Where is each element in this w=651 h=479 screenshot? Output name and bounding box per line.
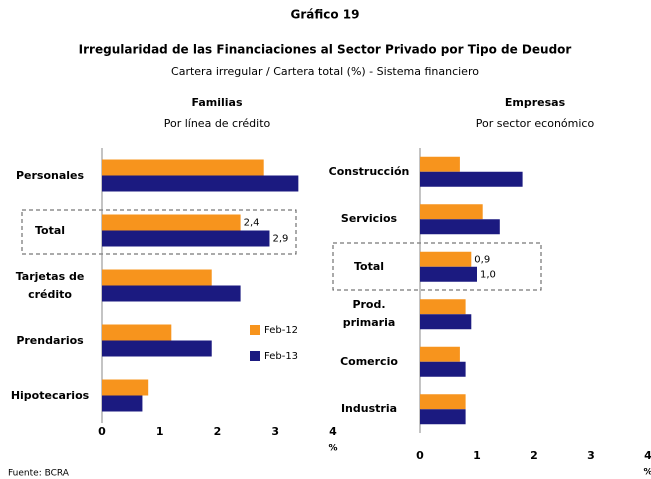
bar <box>420 204 483 220</box>
highlight-box <box>332 242 542 291</box>
bar <box>102 340 212 357</box>
y-tick-label: Total <box>353 259 385 273</box>
bar <box>420 171 523 187</box>
chart-label: Gráfico 19 <box>291 8 360 22</box>
bar <box>102 395 143 412</box>
x-axis-unit: % <box>643 468 651 478</box>
y-tick-label: Tarjetas de crédito <box>15 269 85 301</box>
x-tick-label: 1 <box>473 449 481 462</box>
y-tick-label: Construcción <box>328 164 410 178</box>
data-label: 2,9 <box>272 234 288 245</box>
bar <box>102 175 299 192</box>
source: Fuente: BCRA <box>8 469 70 479</box>
bar <box>102 379 149 396</box>
bar <box>102 285 241 302</box>
bar <box>102 230 270 247</box>
legend-swatch <box>250 325 260 335</box>
y-tick-label: Prod. primaria <box>342 298 396 330</box>
legend-label: Feb-13 <box>264 351 298 362</box>
bar <box>420 299 466 315</box>
bar <box>102 269 212 286</box>
x-tick-label: 3 <box>587 449 595 462</box>
y-tick-label: Comercio <box>340 354 398 368</box>
bar <box>420 219 500 235</box>
legend-label: Feb-12 <box>264 325 298 336</box>
y-tick-label: Total <box>34 223 66 237</box>
y-tick-label: Servicios <box>340 212 398 226</box>
data-label: 2,4 <box>244 218 260 229</box>
x-tick-label: 0 <box>416 449 424 462</box>
legend-swatch <box>250 351 260 361</box>
y-tick-label: Personales <box>15 168 85 182</box>
chart-subtitle: Cartera irregular / Cartera total (%) - … <box>171 65 479 78</box>
panel-title: Familias <box>191 96 242 109</box>
bar <box>420 266 477 282</box>
chart-title: Irregularidad de las Financiaciones al S… <box>79 43 572 57</box>
panel-subtitle: Por sector económico <box>476 117 595 130</box>
y-tick-label: Hipotecarios <box>10 388 90 402</box>
panel-title: Empresas <box>505 96 566 109</box>
bar <box>420 251 472 267</box>
bar <box>102 159 264 176</box>
highlight-box <box>21 209 297 255</box>
x-tick-label: 0 <box>98 425 106 438</box>
bar <box>420 361 466 377</box>
x-axis-unit: % <box>328 444 337 454</box>
y-tick-label: Industria <box>340 402 398 416</box>
x-tick-label: 4 <box>644 449 651 462</box>
bar <box>420 314 472 330</box>
bar <box>420 394 466 410</box>
bar <box>420 409 466 425</box>
bar <box>420 156 460 172</box>
x-tick-label: 4 <box>329 425 337 438</box>
y-tick-label: Prendarios <box>16 333 84 347</box>
x-tick-label: 3 <box>271 425 279 438</box>
panel-subtitle: Por línea de crédito <box>164 117 271 130</box>
data-label: 1,0 <box>480 269 496 280</box>
x-tick-label: 2 <box>214 425 222 438</box>
data-label: 0,9 <box>474 254 490 265</box>
x-tick-label: 2 <box>530 449 538 462</box>
bar <box>102 324 172 341</box>
bar <box>420 346 460 362</box>
bar <box>102 214 241 231</box>
x-tick-label: 1 <box>156 425 164 438</box>
